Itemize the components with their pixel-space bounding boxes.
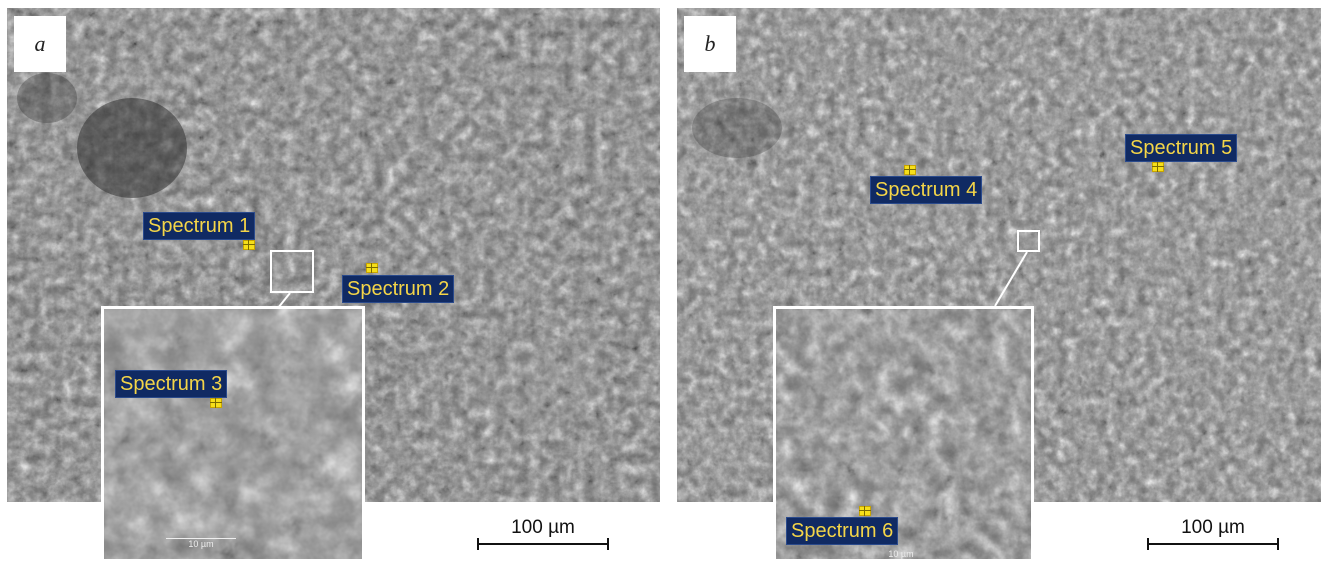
spectrum-4-marker: [904, 165, 916, 175]
panel-letter-a: a: [14, 16, 66, 72]
spectrum-3-label: Spectrum 3: [115, 370, 228, 398]
spectrum-6-label: Spectrum 6: [786, 517, 899, 545]
region-of-interest-a: [270, 250, 314, 293]
sem-image-a: a: [7, 8, 660, 502]
scale-bar-b: 100 µm: [1147, 517, 1279, 550]
inset-texture-a: [104, 309, 362, 559]
spectrum-4-label: Spectrum 4: [870, 176, 983, 204]
spectrum-5-marker: [1152, 162, 1164, 172]
scale-label-b: 100 µm: [1181, 517, 1245, 538]
spectrum-1-label: Spectrum 1: [143, 212, 256, 240]
spectrum-5-label: Spectrum 5: [1125, 134, 1238, 162]
inset-image-a: 10 µm: [101, 306, 365, 562]
region-of-interest-b: [1017, 230, 1040, 252]
inset-scale-label-b: 10 µm: [888, 549, 914, 559]
spectrum-1-marker: [243, 240, 255, 250]
panel-letter-b: b: [684, 16, 736, 72]
inset-scale-label-a: 10 µm: [188, 539, 214, 549]
spectrum-3-marker: [210, 398, 222, 408]
inset-scale-bar-a: 10 µm: [166, 537, 236, 549]
scale-bar-a: 100 µm: [477, 517, 609, 550]
spectrum-2-marker: [366, 263, 378, 273]
inset-scale-bar-b: 10 µm: [876, 549, 926, 559]
spectrum-6-marker: [859, 506, 871, 516]
spectrum-2-label: Spectrum 2: [342, 275, 455, 303]
scale-label-a: 100 µm: [511, 517, 575, 538]
